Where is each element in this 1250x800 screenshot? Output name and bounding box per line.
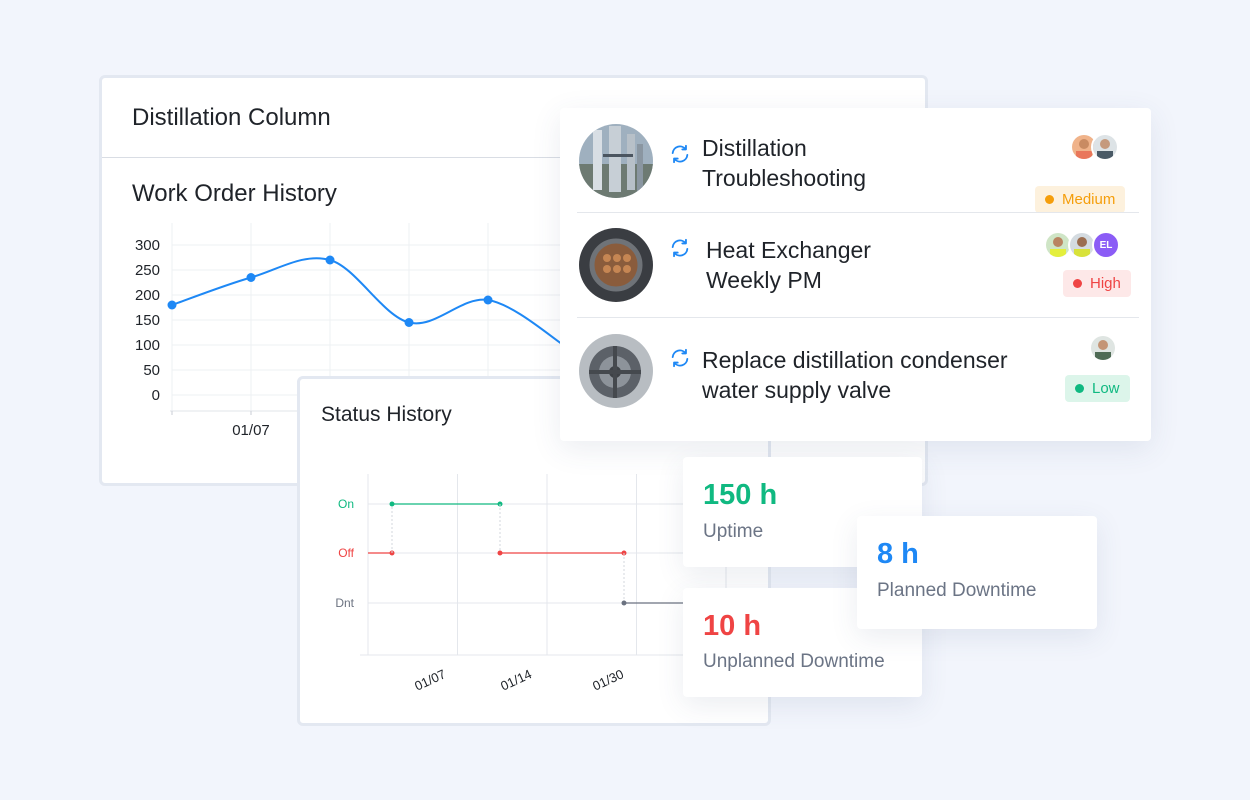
distillation-photo: [579, 124, 653, 198]
state-label: Dnt: [335, 596, 354, 610]
priority-badge: Medium: [1035, 186, 1126, 213]
valve-photo: [579, 334, 653, 408]
priority-badge: High: [1063, 270, 1131, 297]
y-tick-label: 100: [135, 337, 160, 354]
series-line: [171, 257, 568, 349]
y-tick-label: 300: [135, 237, 160, 254]
assignee-avatar: [1089, 334, 1117, 362]
y-tick-label: 150: [135, 312, 160, 329]
work-order-item[interactable]: Replace distillation condenser water supp…: [577, 334, 1139, 414]
y-tick-label: 50: [143, 362, 160, 379]
status-point: [389, 501, 395, 507]
heat-exchanger-photo: [579, 228, 653, 302]
divider: [577, 317, 1139, 318]
planned-downtime-label: Planned Downtime: [877, 580, 1037, 601]
work-order-name: Replace distillation condenser water supp…: [702, 347, 1008, 403]
planned-downtime-stat: 8 h Planned Downtime: [857, 516, 1097, 629]
unplanned-downtime-value: 10 h: [703, 610, 762, 642]
x-tick-label: 01/14: [498, 666, 534, 693]
y-tick-label: 250: [135, 262, 160, 279]
uptime-label: Uptime: [703, 521, 764, 542]
work-order-item[interactable]: Heat Exchanger Weekly PM EL High: [577, 228, 1139, 308]
priority-badge: Low: [1065, 375, 1130, 402]
planned-downtime-value: 8 h: [877, 538, 919, 570]
asset-title: Distillation Column: [102, 78, 925, 158]
x-tick-label: 01/07: [412, 666, 448, 693]
assignee-avatar: [1091, 133, 1119, 161]
work-order-name: Heat Exchanger Weekly PM: [706, 237, 871, 293]
y-tick-label: 200: [135, 287, 160, 304]
sync-icon: [671, 144, 689, 164]
data-point: [246, 273, 256, 282]
x-tick-label: 01/07: [232, 422, 270, 439]
y-tick-label: 0: [152, 387, 160, 404]
status-point: [497, 550, 503, 556]
assignee-avatar-initials: EL: [1092, 231, 1120, 259]
state-label: On: [338, 497, 354, 511]
assignee-avatar: [1068, 231, 1096, 259]
unplanned-downtime-label: Unplanned Downtime: [703, 651, 885, 672]
status-history-title: Status History: [321, 403, 452, 426]
data-point: [404, 318, 414, 327]
state-label: Off: [338, 546, 354, 560]
work-order-history-title: Work Order History: [132, 180, 337, 207]
data-point: [167, 300, 177, 310]
sync-icon: [671, 348, 689, 368]
data-point: [325, 255, 335, 265]
unplanned-downtime-stat: 10 h Unplanned Downtime: [683, 588, 922, 697]
sync-icon: [671, 238, 689, 258]
work-order-name: Distillation Troubleshooting: [702, 135, 867, 191]
data-point: [483, 295, 493, 305]
status-point: [621, 600, 627, 606]
divider: [577, 212, 1139, 213]
uptime-value: 150 h: [703, 479, 778, 511]
priority-dot: [1045, 195, 1054, 204]
work-order-list: Distillation Troubleshooting Medium Heat …: [560, 108, 1151, 441]
work-order-item[interactable]: Distillation Troubleshooting Medium: [577, 124, 1139, 213]
x-tick-label: 01/30: [590, 666, 626, 693]
priority-dot: [1075, 384, 1084, 393]
priority-dot: [1073, 279, 1082, 288]
